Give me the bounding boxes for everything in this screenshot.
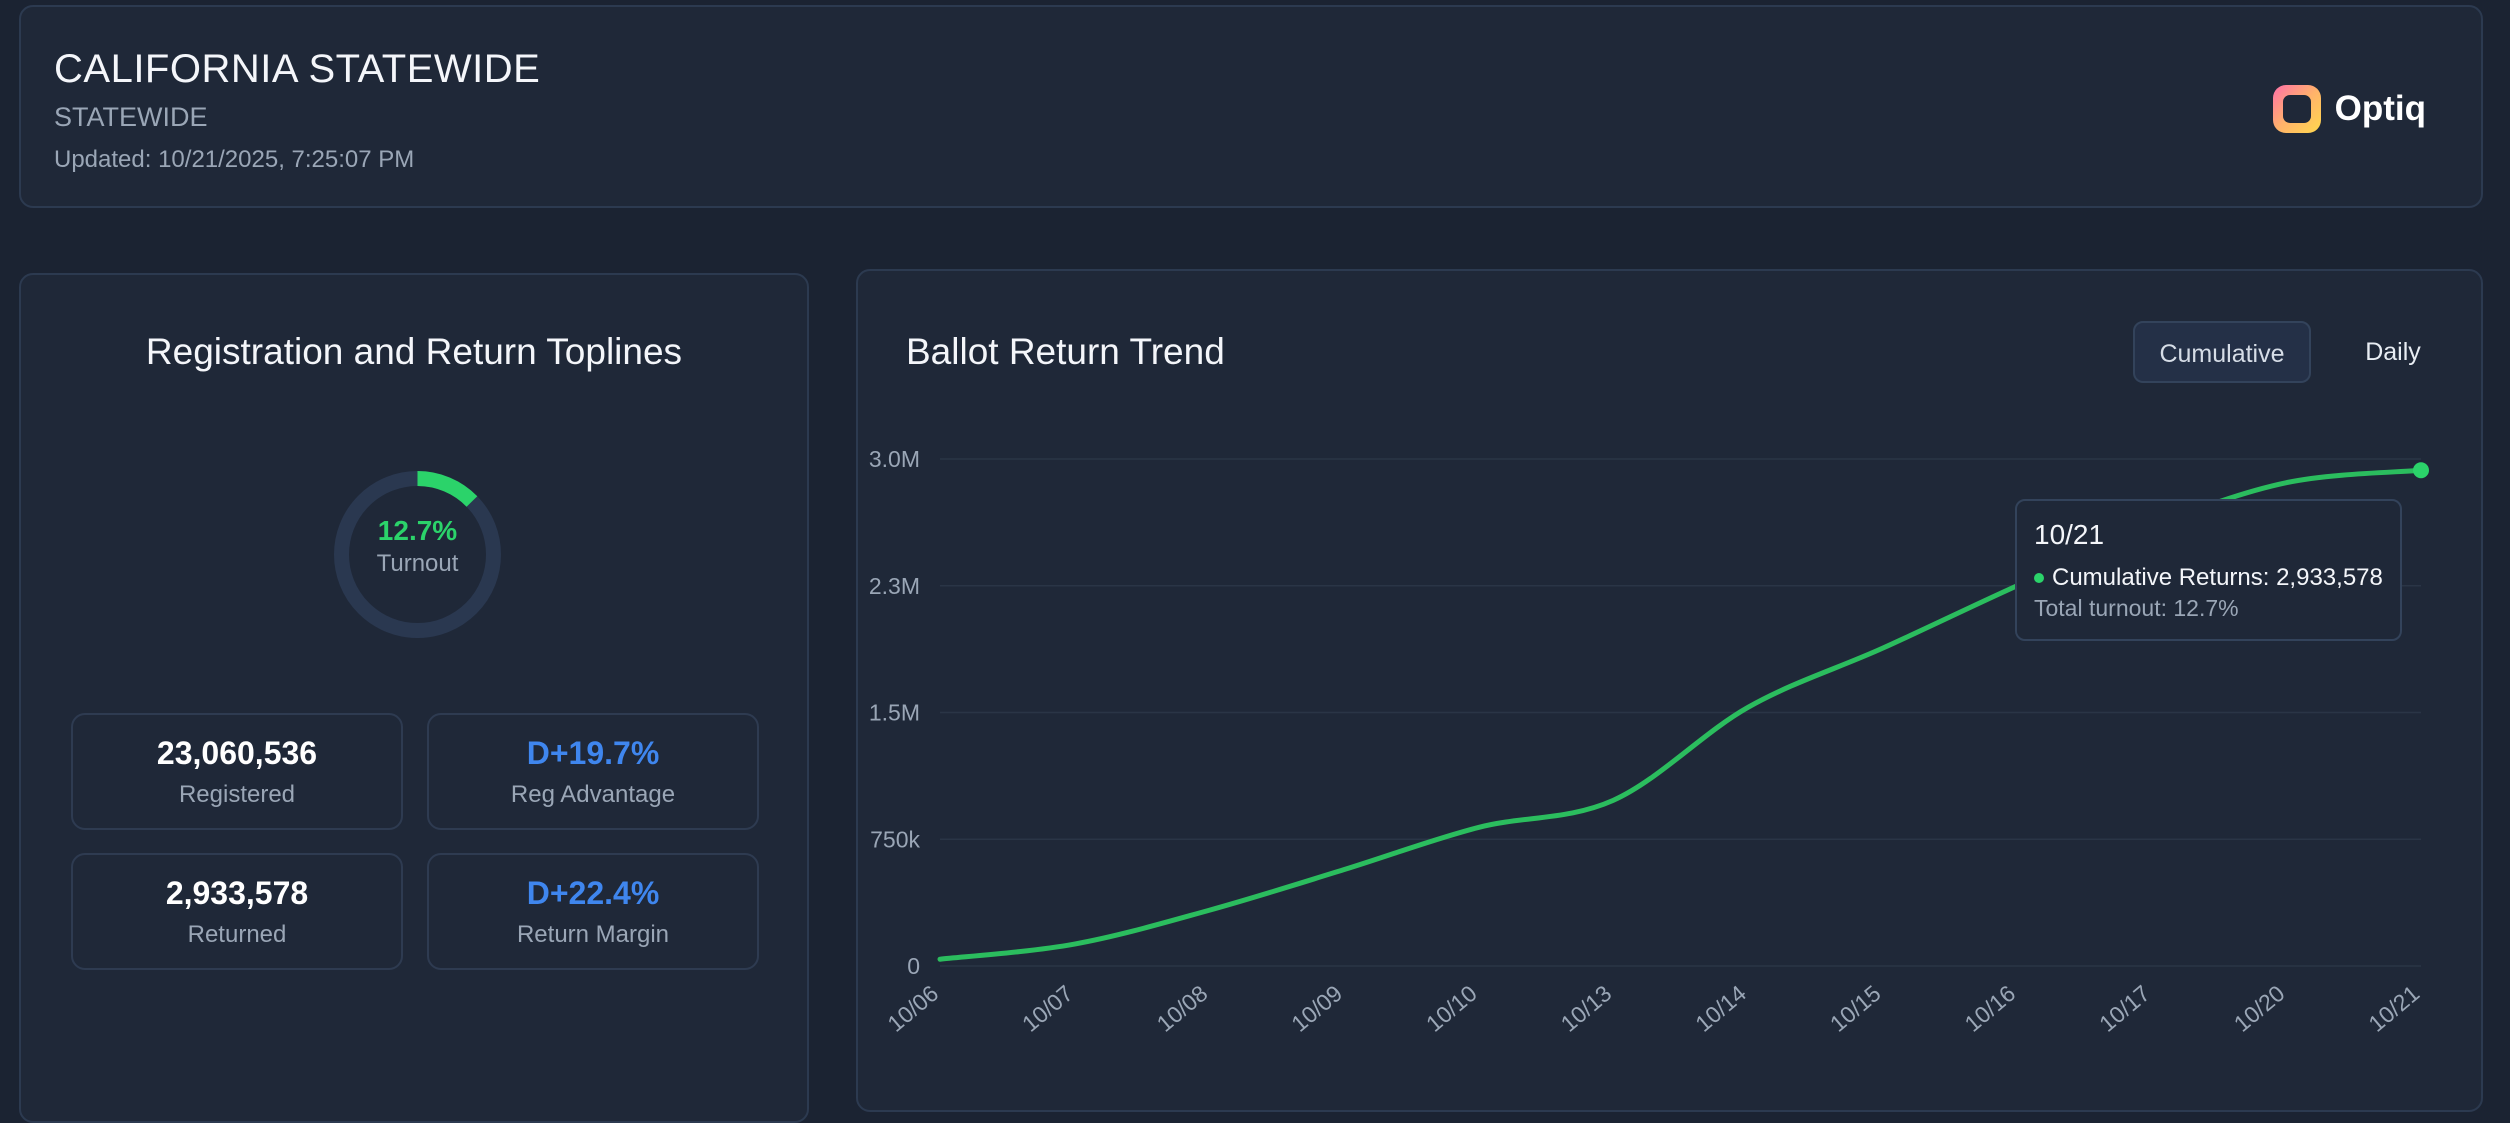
stat-value: 23,060,536 [156, 735, 318, 771]
page-title: CALIFORNIA STATEWIDE [54, 47, 541, 91]
highlight-point [2413, 462, 2429, 479]
chart-tooltip: 10/21 Cumulative Returns: 2,933,578 Tota… [2015, 499, 2402, 641]
x-tick-label: 10/13 [1556, 980, 1617, 1037]
tooltip-series-line: Cumulative Returns: 2,933,578 [2034, 564, 2383, 592]
header-panel: CALIFORNIA STATEWIDE STATEWIDE Updated: … [19, 5, 2483, 208]
stat-card-registered: 23,060,536 Registered [71, 713, 403, 830]
stat-value: 2,933,578 [165, 875, 309, 911]
x-tick-label: 10/16 [1959, 980, 2020, 1037]
x-tick-label: 10/07 [1017, 980, 1078, 1037]
turnout-arc [334, 471, 501, 638]
tooltip-series-value: Cumulative Returns: 2,933,578 [2052, 564, 2383, 591]
stat-value: D+22.4% [526, 875, 660, 911]
x-tick-label: 10/09 [1286, 980, 1347, 1037]
stat-label: Returned [187, 921, 287, 948]
y-tick-label: 1.5M [869, 700, 920, 726]
tooltip-date: 10/21 [2034, 519, 2105, 550]
y-tick-label: 3.0M [869, 446, 920, 472]
y-tick-label: 0 [907, 953, 920, 979]
page-subtitle: STATEWIDE [54, 102, 208, 132]
ballot-return-chart: 0 750k 1.5M 2.3M 3.0M 10/06 10/07 10/08 10/09 10/… [869, 446, 2429, 1037]
series-dot-icon [2034, 573, 2044, 583]
stat-card-reg-advantage: D+19.7% Reg Advantage [427, 713, 759, 830]
y-tick-label: 750k [870, 826, 920, 852]
stat-value: D+19.7% [526, 735, 660, 771]
updated-timestamp: Updated: 10/21/2025, 7:25:07 PM [54, 146, 415, 173]
turnout-percent: 12.7% [377, 515, 458, 546]
x-tick-label: 10/20 [2229, 980, 2290, 1037]
x-tick-label: 10/08 [1152, 980, 1213, 1037]
x-tick-label: 10/21 [2363, 980, 2424, 1037]
daily-toggle-button[interactable]: Daily [2365, 338, 2421, 366]
stat-label: Return Margin [516, 921, 670, 948]
trend-panel: 0 750k 1.5M 2.3M 3.0M 10/06 10/07 10/08 10/09 10/… [856, 269, 2483, 1112]
trend-title: Ballot Return Trend [906, 331, 1225, 372]
stat-card-returned: 2,933,578 Returned [71, 853, 403, 970]
y-tick-label: 2.3M [869, 573, 920, 599]
stat-label: Registered [178, 781, 296, 808]
x-tick-label: 10/14 [1690, 980, 1751, 1037]
turnout-label: Turnout [376, 550, 459, 577]
tooltip-turnout: Total turnout: 12.7% [2034, 595, 2239, 621]
x-tick-label: 10/15 [1825, 980, 1886, 1037]
toplines-panel: Registration and Return Toplines 12.7% T… [19, 273, 809, 1123]
x-tick-label: 10/10 [1421, 980, 1482, 1037]
brand-name: Optiq [2334, 89, 2426, 128]
stat-card-return-margin: D+22.4% Return Margin [427, 853, 759, 970]
cumulative-toggle-button[interactable]: Cumulative [2133, 321, 2311, 383]
x-tick-label: 10/06 [882, 980, 943, 1037]
toplines-title: Registration and Return Toplines [145, 331, 683, 372]
turnout-donut-ring [334, 471, 501, 638]
turnout-donut: 12.7% Turnout [330, 467, 505, 642]
optiq-logo-icon [2272, 85, 2321, 133]
brand[interactable]: Optiq [2272, 85, 2426, 133]
x-tick-label: 10/17 [2094, 980, 2155, 1037]
stat-label: Reg Advantage [510, 781, 676, 808]
